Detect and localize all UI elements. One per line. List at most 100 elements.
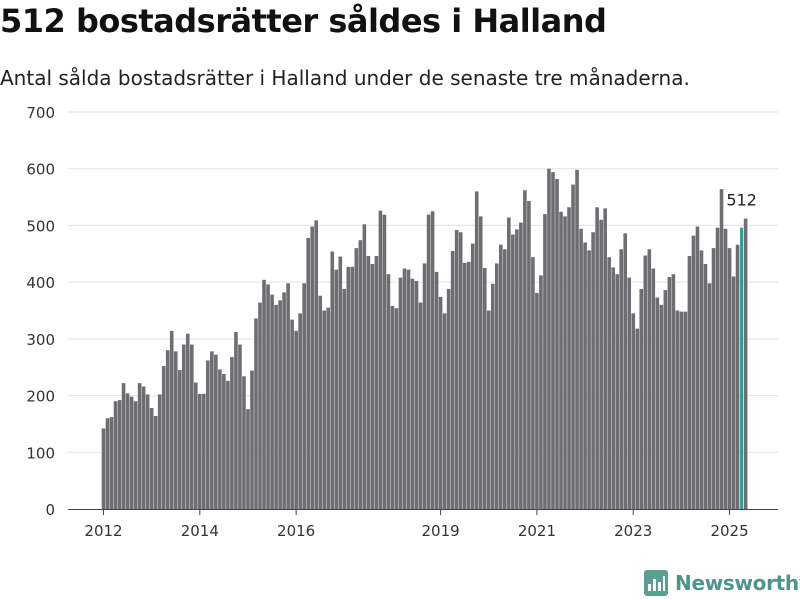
bar bbox=[386, 274, 391, 509]
bar bbox=[519, 222, 523, 509]
highlight-value-label: 512 bbox=[726, 191, 757, 210]
bar bbox=[290, 319, 294, 509]
bar bbox=[198, 393, 202, 509]
bar bbox=[731, 276, 736, 509]
bar bbox=[659, 304, 664, 509]
bar bbox=[330, 251, 335, 509]
bar bbox=[230, 357, 234, 509]
bar bbox=[414, 281, 419, 509]
bar bbox=[258, 302, 262, 509]
bar bbox=[157, 394, 162, 509]
bar bbox=[169, 330, 174, 509]
bar bbox=[643, 255, 648, 509]
bar bbox=[254, 318, 258, 509]
bar bbox=[410, 278, 415, 509]
bar bbox=[547, 168, 551, 509]
bar-chart-icon bbox=[644, 570, 668, 596]
bar bbox=[338, 256, 343, 509]
bar bbox=[635, 328, 640, 509]
data-labels: 512 bbox=[726, 191, 757, 210]
bar bbox=[262, 279, 266, 509]
bar bbox=[507, 217, 511, 510]
bar bbox=[651, 268, 656, 509]
bar bbox=[246, 409, 250, 509]
bar bbox=[591, 232, 595, 510]
x-tick-label: 2012 bbox=[84, 522, 122, 540]
bar bbox=[214, 354, 218, 509]
bar bbox=[274, 304, 278, 509]
bar bbox=[250, 370, 254, 509]
bar bbox=[619, 249, 624, 509]
bar bbox=[322, 310, 327, 509]
bar bbox=[426, 214, 431, 509]
bar bbox=[723, 228, 728, 509]
bar bbox=[571, 184, 575, 509]
bar bbox=[173, 351, 178, 509]
bar bbox=[202, 393, 206, 509]
bar bbox=[206, 360, 210, 509]
bar bbox=[595, 207, 599, 509]
bar bbox=[675, 310, 680, 509]
bar bbox=[446, 288, 451, 509]
bar bbox=[310, 226, 314, 509]
x-tick-label: 2025 bbox=[710, 522, 748, 540]
bar bbox=[210, 351, 214, 509]
bar bbox=[667, 277, 672, 509]
y-tick-label: 500 bbox=[26, 217, 55, 235]
bar bbox=[434, 271, 439, 509]
bar bbox=[515, 229, 519, 509]
bar bbox=[185, 333, 190, 509]
y-tick-label: 700 bbox=[26, 104, 55, 122]
bar bbox=[153, 415, 158, 509]
bar bbox=[222, 374, 226, 509]
bar bbox=[627, 277, 632, 509]
bar bbox=[161, 366, 166, 509]
x-tick-label: 2016 bbox=[277, 522, 315, 540]
bar bbox=[141, 386, 146, 509]
bar bbox=[490, 283, 495, 509]
bar bbox=[354, 248, 359, 510]
y-tick-label: 400 bbox=[26, 274, 55, 292]
bar bbox=[334, 269, 339, 509]
bar bbox=[715, 227, 720, 509]
bar bbox=[683, 311, 688, 509]
newsworthy-brand[interactable]: Newsworthy bbox=[644, 568, 800, 598]
bar bbox=[711, 248, 716, 510]
bar bbox=[607, 257, 611, 509]
bar bbox=[543, 214, 547, 509]
bar bbox=[691, 235, 696, 509]
y-tick-label: 0 bbox=[45, 501, 55, 519]
bar bbox=[270, 294, 274, 509]
bar bbox=[671, 274, 676, 509]
bar bbox=[679, 311, 684, 509]
bar bbox=[218, 369, 222, 509]
bar bbox=[362, 224, 367, 510]
bar bbox=[655, 297, 660, 509]
bar bbox=[109, 417, 114, 509]
bar bbox=[563, 216, 567, 509]
bar bbox=[242, 376, 246, 509]
bar bbox=[687, 256, 692, 509]
bar bbox=[105, 418, 110, 509]
bar bbox=[314, 220, 318, 509]
bar bbox=[125, 393, 130, 509]
bar bbox=[511, 234, 515, 509]
bar bbox=[194, 382, 198, 509]
bar bbox=[639, 288, 644, 509]
bar bbox=[350, 266, 355, 509]
bar bbox=[378, 210, 383, 509]
bar bbox=[402, 268, 407, 509]
bar bbox=[238, 344, 242, 509]
bar bbox=[703, 263, 708, 509]
bar-highlight bbox=[740, 227, 744, 509]
bar bbox=[394, 308, 399, 509]
bar bbox=[145, 394, 150, 509]
bar bbox=[306, 237, 310, 509]
bar bbox=[101, 428, 106, 509]
bar bbox=[438, 296, 443, 509]
bar bbox=[406, 269, 411, 509]
bar bbox=[503, 249, 507, 509]
bar bbox=[615, 274, 619, 509]
bar bbox=[743, 218, 748, 509]
